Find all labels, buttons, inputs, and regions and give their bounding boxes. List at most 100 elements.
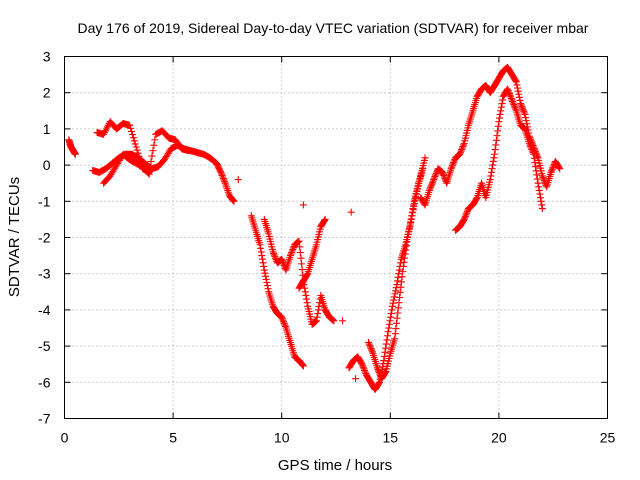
y-tick-label: -4 — [38, 302, 51, 318]
x-axis-label: GPS time / hours — [278, 457, 392, 474]
data-point — [218, 170, 226, 178]
data-point — [387, 310, 395, 318]
data-point — [126, 121, 134, 129]
data-point — [532, 163, 540, 171]
data-point — [390, 296, 398, 304]
y-tick-label: 0 — [43, 157, 51, 173]
data-point — [460, 141, 468, 149]
data-point — [270, 251, 278, 259]
data-point — [288, 247, 296, 255]
data-point — [289, 244, 297, 252]
data-point — [514, 87, 522, 95]
data-point — [432, 169, 440, 177]
data-point — [555, 164, 563, 172]
data-point — [491, 146, 499, 154]
data-point — [397, 283, 405, 291]
y-tick-label: 1 — [43, 121, 51, 137]
data-point — [431, 172, 439, 180]
data-point — [271, 254, 279, 262]
data-point — [447, 165, 455, 173]
data-point — [145, 170, 153, 178]
data-point — [330, 317, 338, 325]
data-point — [407, 218, 415, 226]
x-tick-label: 15 — [383, 430, 399, 446]
data-point — [385, 324, 393, 332]
data-point — [456, 150, 464, 158]
data-point — [533, 171, 541, 179]
y-tick-label: -5 — [38, 338, 51, 354]
data-point — [509, 97, 517, 105]
data-point — [392, 325, 400, 333]
data-point — [463, 208, 471, 216]
data-point — [381, 348, 389, 356]
data-point — [278, 315, 286, 323]
data-point — [421, 154, 429, 162]
data-point — [271, 253, 279, 261]
x-tick-label: 10 — [274, 430, 290, 446]
data-point — [393, 314, 401, 322]
data-point — [264, 285, 272, 293]
data-point — [494, 122, 502, 130]
data-point — [512, 78, 520, 86]
data-point — [384, 328, 392, 336]
data-point — [234, 176, 242, 184]
data-point — [144, 169, 152, 177]
y-tick-label: 3 — [43, 49, 51, 65]
data-point — [295, 237, 303, 245]
data-point — [218, 171, 226, 179]
data-point — [386, 317, 394, 325]
data-point — [408, 212, 416, 220]
data-point — [221, 178, 229, 186]
data-point — [299, 201, 307, 209]
data-point — [302, 291, 310, 299]
data-point — [492, 136, 500, 144]
data-point — [296, 243, 304, 251]
data-point — [521, 110, 529, 118]
data-point — [382, 340, 390, 348]
data-point — [375, 379, 383, 387]
data-point — [262, 275, 270, 283]
data-point — [133, 146, 141, 154]
data-point — [301, 288, 309, 296]
data-point — [438, 168, 446, 176]
data-point — [151, 136, 159, 144]
data-point — [392, 287, 400, 295]
data-point — [536, 190, 544, 198]
data-point — [462, 211, 470, 219]
data-point — [229, 197, 237, 205]
data-point — [260, 262, 268, 270]
data-point — [286, 252, 294, 260]
data-point — [261, 269, 269, 277]
data-point — [410, 202, 418, 210]
data-point — [490, 154, 498, 162]
data-point — [135, 152, 143, 160]
grid — [64, 56, 608, 419]
data-point — [398, 273, 406, 281]
data-point — [504, 85, 512, 93]
data-point — [409, 209, 417, 217]
data-point — [505, 90, 513, 98]
data-point — [296, 248, 304, 256]
data-point — [395, 270, 403, 278]
data-point — [387, 313, 395, 321]
data-point — [487, 168, 495, 176]
y-tick-label: -1 — [38, 193, 51, 209]
data-point — [457, 147, 465, 155]
data-point — [71, 150, 79, 158]
data-point — [411, 199, 419, 207]
data-point — [491, 150, 499, 158]
data-point — [448, 163, 456, 171]
data-point — [281, 322, 289, 330]
data-point — [395, 266, 403, 274]
data-point — [289, 245, 297, 253]
data-point — [149, 147, 157, 155]
data-point — [359, 362, 367, 370]
data-point — [391, 330, 399, 338]
data-point — [260, 266, 268, 274]
data-point — [259, 259, 267, 267]
data-point — [535, 186, 543, 194]
data-point — [313, 313, 321, 321]
data-point — [496, 110, 504, 118]
data-point — [130, 137, 138, 145]
data-point — [406, 221, 414, 229]
